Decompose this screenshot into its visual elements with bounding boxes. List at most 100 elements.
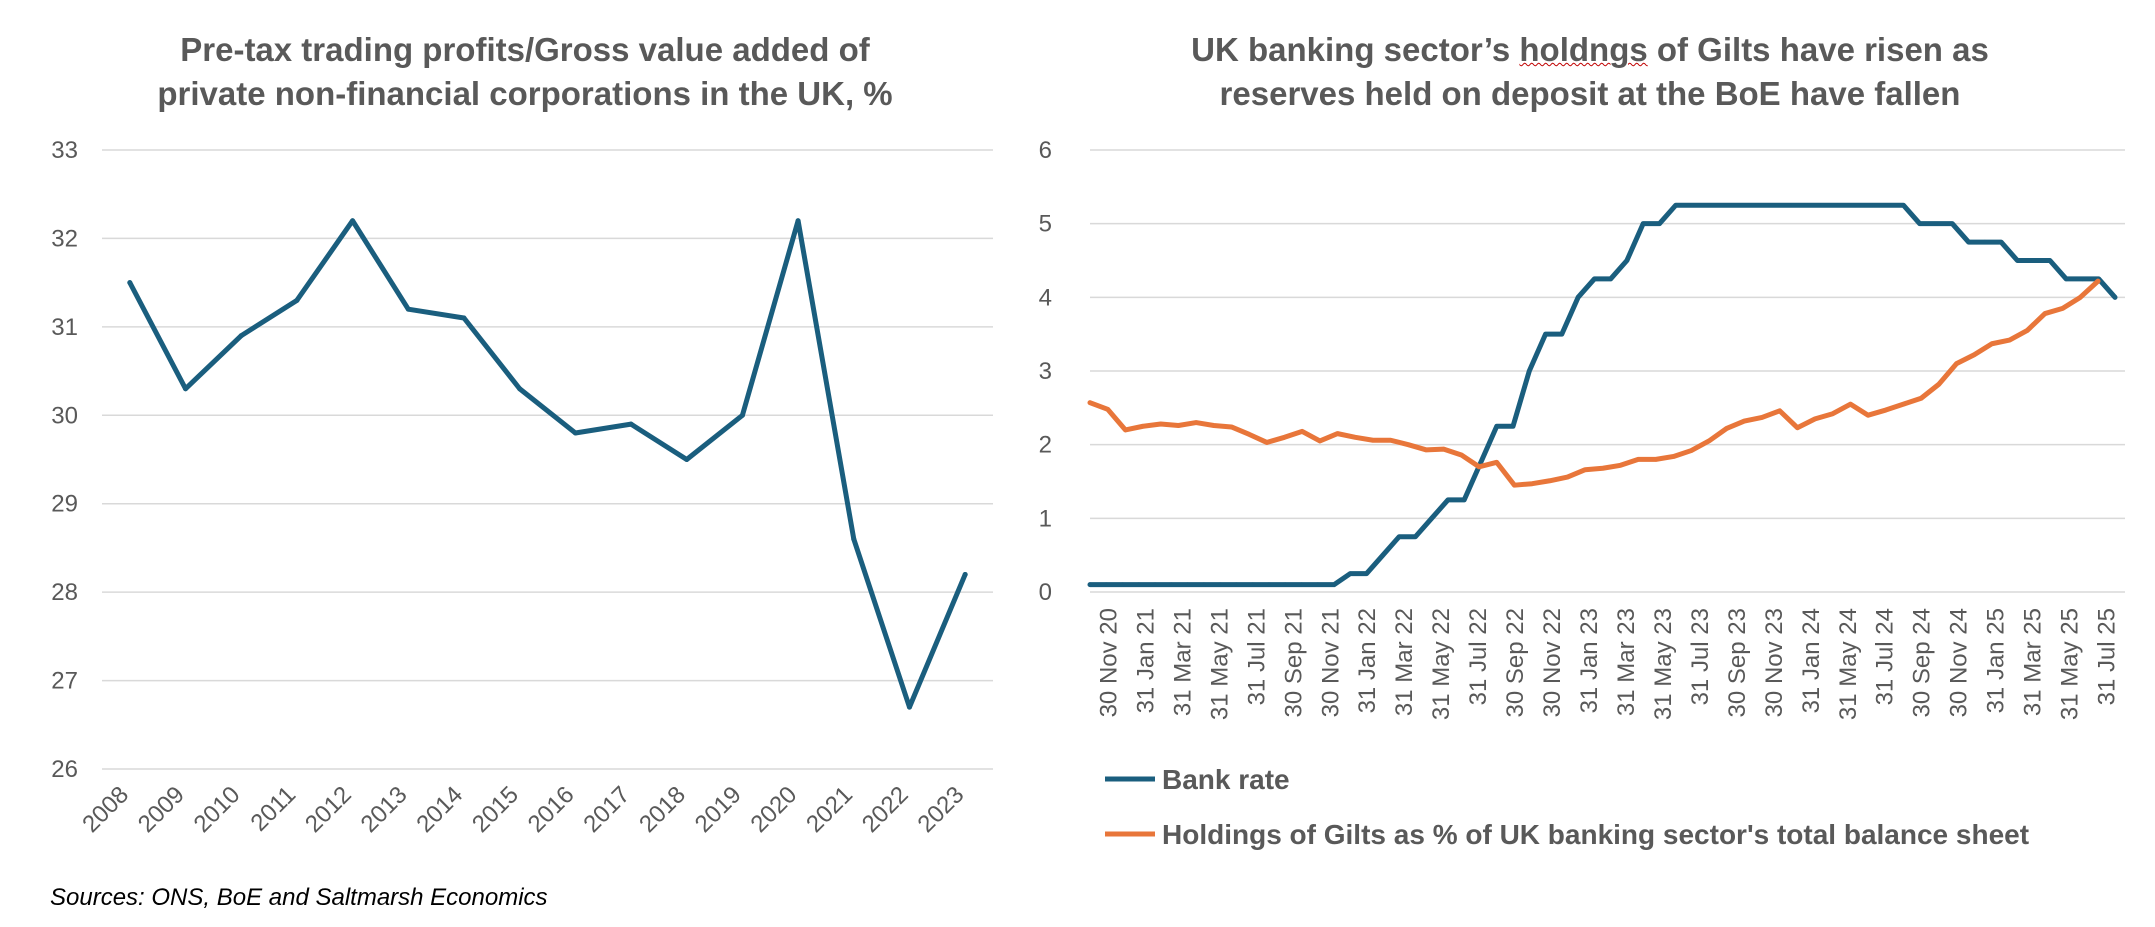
bank-rate-point: [1868, 203, 1874, 208]
gilts-holdings-point: [1087, 400, 1093, 405]
left-y-tick-label: 29: [51, 491, 78, 518]
gilts-holdings-point: [1795, 425, 1800, 430]
legend: Bank rate Holdings of Gilts as % of UK b…: [1105, 764, 2029, 850]
right-y-tick-label: 1: [1039, 505, 1052, 532]
bank-rate-point: [1250, 582, 1255, 587]
gilts-holdings-point: [1105, 407, 1110, 412]
gilts-holdings-point: [1777, 408, 1782, 413]
bank-rate-point: [1136, 582, 1142, 587]
gilts-holdings-point: [1759, 415, 1765, 420]
bank-rate-point: [1315, 582, 1320, 587]
right-y-tick-label: 2: [1039, 432, 1052, 459]
left-data-point: [628, 421, 634, 427]
right-x-tick-label: 31 May 21: [1206, 608, 1233, 720]
gilts-holdings-point: [1423, 447, 1429, 453]
right-x-tick-label: 30 Sep 24: [1909, 608, 1936, 717]
bank-rate-point: [1852, 203, 1857, 208]
right-x-tick-label: 30 Sep 22: [1502, 608, 1529, 717]
bank-rate-point: [1722, 203, 1727, 208]
bank-rate-point: [1982, 239, 1988, 245]
bank-rate-point: [1413, 534, 1418, 539]
gilts-holdings-point: [1936, 382, 1942, 387]
right-x-tick-label: 30 Nov 24: [1946, 608, 1973, 717]
bank-rate-point: [1640, 221, 1646, 226]
bank-rate-point: [1689, 203, 1695, 208]
bank-rate-point: [1559, 331, 1565, 337]
bank-rate-point: [1787, 203, 1792, 208]
gilts-holdings-point: [2025, 328, 2030, 333]
bank-rate-point: [2063, 276, 2069, 282]
left-x-tick-label: 2019: [690, 781, 747, 838]
bank-rate-point: [1950, 221, 1955, 226]
gilts-holdings-point: [2060, 306, 2065, 311]
left-y-tick-label: 30: [51, 402, 78, 429]
bank-rate-point: [1331, 582, 1337, 587]
gilts-holdings-point: [1812, 416, 1818, 422]
right-x-tick-label: 31 Jan 21: [1132, 608, 1159, 713]
gilts-holdings-point: [1830, 411, 1835, 416]
right-x-tick-label: 31 Jan 25: [1983, 608, 2010, 713]
right-title-misspelled-word: holdngs: [1519, 31, 1648, 68]
gilts-holdings-point: [1300, 429, 1305, 434]
bank-rate-line: [1087, 202, 2118, 588]
left-data-point: [294, 297, 300, 303]
gilts-holdings-point: [2042, 311, 2048, 316]
bank-rate-point: [1933, 221, 1939, 226]
bank-rate-point: [1494, 424, 1499, 429]
gilts-holdings-point: [1229, 424, 1234, 430]
left-x-tick-label: 2016: [523, 781, 580, 838]
gilts-holdings-point: [1529, 481, 1535, 486]
left-data-point: [238, 333, 244, 339]
gilts-holdings-point: [1264, 440, 1270, 445]
gilts-holdings-point: [1724, 426, 1729, 431]
gilts-holdings-point: [1671, 454, 1676, 459]
gilts-holdings-point: [1476, 464, 1482, 469]
gilts-holdings-point: [1972, 352, 1977, 357]
right-x-tick-label: 31 Jul 24: [1872, 608, 1899, 705]
right-x-tick-label: 31 Jan 24: [1798, 608, 1825, 713]
right-x-tick-label: 31 May 25: [2057, 608, 2084, 720]
left-data-point: [461, 315, 467, 321]
left-y-tick-label: 27: [51, 668, 78, 695]
right-title-pre: UK banking sector’s: [1191, 31, 1520, 68]
gilts-holdings-point: [1353, 435, 1358, 440]
left-data-point: [795, 218, 801, 224]
left-x-tick-label: 2022: [857, 781, 914, 838]
right-y-tick-label: 4: [1039, 284, 1052, 311]
bank-rate-point: [1445, 497, 1451, 503]
left-data-point: [405, 306, 411, 312]
right-y-tick-label: 0: [1039, 579, 1052, 606]
gilts-holdings-point: [1140, 424, 1146, 429]
right-x-tick-label: 31 Mar 21: [1169, 608, 1196, 716]
gilts-holdings-line: [1087, 278, 2101, 488]
gilts-holdings-point: [1193, 420, 1199, 425]
bank-rate-point: [1396, 534, 1402, 539]
gilts-holdings-point: [1547, 478, 1552, 483]
left-y-tick-label: 32: [51, 225, 78, 252]
gilts-holdings-point: [1989, 341, 1995, 346]
left-x-tick-label: 2015: [467, 781, 524, 838]
right-y-tick-label: 3: [1039, 358, 1052, 385]
left-data-point: [517, 386, 523, 392]
left-y-tick-label: 33: [51, 137, 78, 164]
gilts-holdings-point: [1282, 435, 1287, 440]
right-x-tick-label: 31 Jul 22: [1465, 608, 1492, 705]
gilts-holdings-point: [1441, 446, 1446, 452]
bank-rate-point: [1234, 582, 1239, 587]
left-y-tick-label: 28: [51, 579, 78, 606]
right-x-tick-label: 31 May 22: [1428, 608, 1455, 720]
bank-rate-point: [1657, 221, 1662, 226]
left-data-point: [962, 571, 968, 577]
right-x-tick-label: 31 Jan 23: [1576, 608, 1603, 713]
bank-rate-point: [1998, 239, 2004, 245]
right-x-tick-label: 31 Mar 23: [1613, 608, 1640, 716]
right-x-tick-label: 30 Nov 20: [1095, 608, 1122, 717]
bank-rate-point: [1429, 516, 1434, 521]
bank-rate-point: [1217, 582, 1223, 587]
gilts-holdings-point: [1176, 423, 1181, 428]
legend-bank-rate-label: Bank rate: [1162, 764, 1290, 795]
gilts-holdings-point: [1636, 457, 1641, 462]
bank-rate-point: [1738, 203, 1743, 208]
bank-rate-point: [1706, 203, 1711, 208]
